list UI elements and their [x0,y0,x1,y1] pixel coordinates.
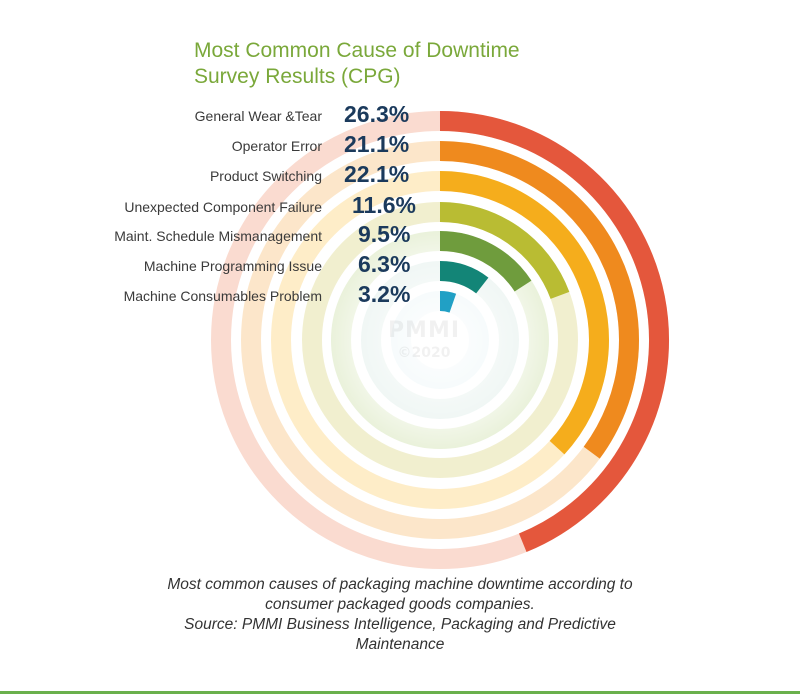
caption-line-4: Maintenance [355,636,445,653]
category-label: Product Switching [209,168,322,184]
caption-line-3: Source: PMMI Business Intelligence, Pack… [184,616,616,633]
ring-bar [439,261,489,294]
ring-bars [439,111,670,553]
watermark-logo: PMMI [387,318,461,343]
value-label: 21.1% [344,131,410,157]
ring-bar [439,231,532,292]
value-label: 22.1% [344,161,410,187]
watermark-year: ©2020 [397,345,451,361]
bottom-rule [0,691,800,694]
category-label: Machine Programming Issue [143,258,322,274]
value-label: 3.2% [358,281,411,307]
ring-bar [439,111,670,553]
caption-line-2: consumer packaged goods companies. [265,596,535,613]
chart-title: Most Common Cause of Downtime Survey Res… [194,38,520,90]
value-label: 9.5% [358,221,411,247]
value-label: 26.3% [344,101,410,127]
category-label: Unexpected Component Failure [124,199,322,215]
chart-title-line-1: Most Common Cause of Downtime [194,39,520,62]
ring-bar [439,291,457,313]
watermark: PMMI ©2020 [382,318,466,361]
category-label: Operator Error [231,138,322,154]
chart-title-line-2: Survey Results (CPG) [194,65,401,88]
value-label: 6.3% [358,251,411,277]
caption-line-1: Most common causes of packaging machine … [167,576,633,593]
ring-bar [439,202,570,300]
ring-bar [439,141,639,459]
category-label: General Wear &Tear [194,108,322,124]
ring-bar [439,171,609,455]
category-label: Maint. Schedule Mismanagement [114,228,322,244]
category-label: Machine Consumables Problem [123,288,322,304]
caption: Most common causes of packaging machine … [100,575,700,655]
center-glow [320,220,560,460]
value-label: 11.6% [352,192,416,218]
